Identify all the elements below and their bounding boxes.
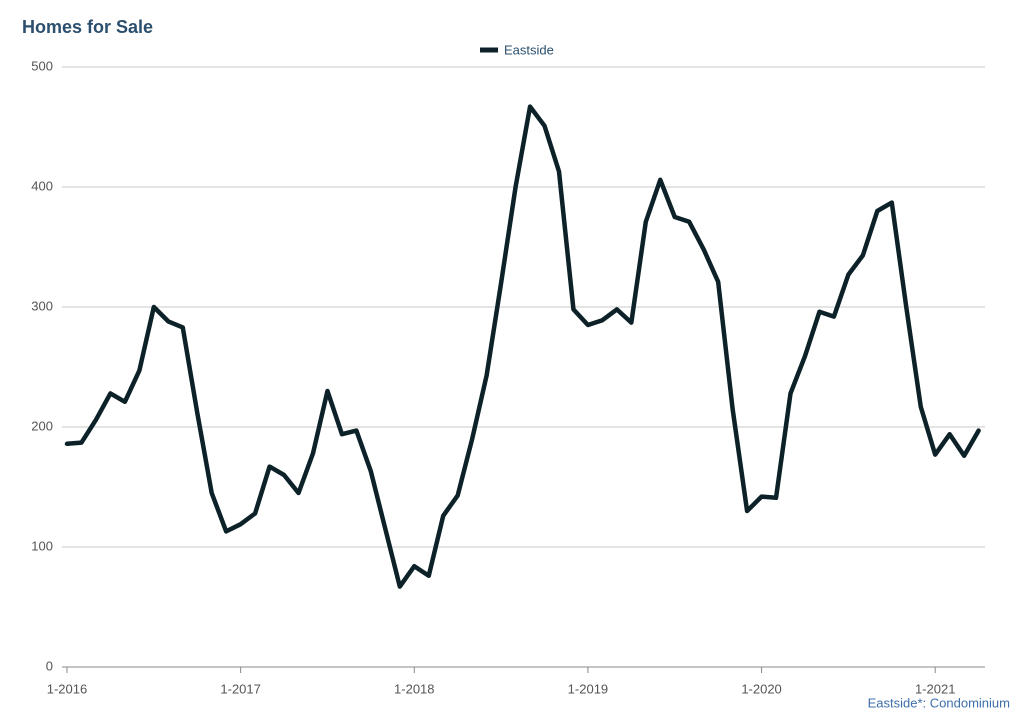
x-tick-label: 1-2021 (915, 681, 955, 696)
x-tick-label: 1-2019 (568, 681, 608, 696)
y-tick-label: 100 (31, 538, 53, 553)
y-tick-label: 300 (31, 298, 53, 313)
x-tick-label: 1-2016 (47, 681, 87, 696)
x-tick-label: 1-2017 (220, 681, 260, 696)
y-tick-label: 400 (31, 178, 53, 193)
y-tick-label: 0 (46, 658, 53, 673)
x-tick-label: 1-2020 (741, 681, 781, 696)
y-tick-label: 500 (31, 58, 53, 73)
chart-title: Homes for Sale (22, 17, 153, 37)
footnote: Eastside*: Condominium (868, 695, 1010, 710)
legend-label: Eastside (504, 42, 554, 57)
y-tick-label: 200 (31, 418, 53, 433)
series-line (64, 104, 981, 589)
x-tick-label: 1-2018 (394, 681, 434, 696)
